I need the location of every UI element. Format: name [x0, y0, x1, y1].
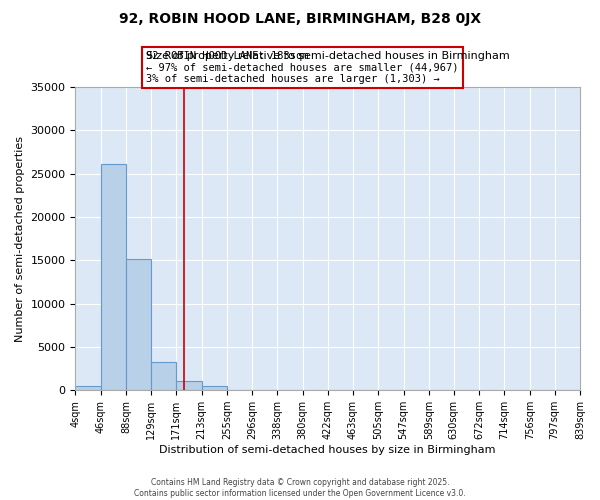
- X-axis label: Distribution of semi-detached houses by size in Birmingham: Distribution of semi-detached houses by …: [160, 445, 496, 455]
- Bar: [176, 380, 202, 390]
- Bar: [76, 386, 101, 390]
- Title: Size of property relative to semi-detached houses in Birmingham: Size of property relative to semi-detach…: [146, 52, 509, 62]
- Text: 92, ROBIN HOOD LANE, BIRMINGHAM, B28 0JX: 92, ROBIN HOOD LANE, BIRMINGHAM, B28 0JX: [119, 12, 481, 26]
- Text: Contains HM Land Registry data © Crown copyright and database right 2025.
Contai: Contains HM Land Registry data © Crown c…: [134, 478, 466, 498]
- Bar: [202, 386, 227, 390]
- Y-axis label: Number of semi-detached properties: Number of semi-detached properties: [15, 136, 25, 342]
- Bar: [151, 362, 176, 390]
- Bar: [126, 260, 151, 390]
- Bar: [101, 164, 126, 390]
- Text: 92 ROBIN HOOD LANE: 183sqm
← 97% of semi-detached houses are smaller (44,967)
3%: 92 ROBIN HOOD LANE: 183sqm ← 97% of semi…: [146, 51, 458, 84]
